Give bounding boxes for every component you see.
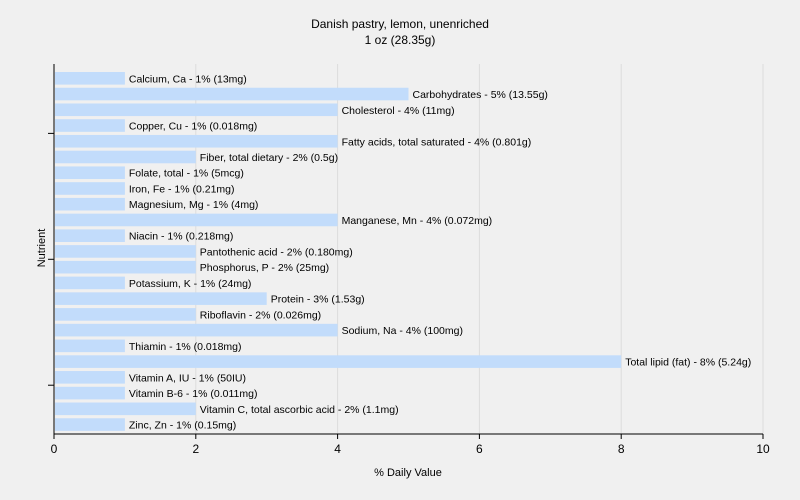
bar-label: Calcium, Ca - 1% (13mg) bbox=[129, 73, 247, 85]
x-tick-label: 6 bbox=[476, 442, 483, 456]
bar-label: Total lipid (fat) - 8% (5.24g) bbox=[625, 357, 751, 369]
bar bbox=[55, 103, 338, 117]
bar-label: Niacin - 1% (0.218mg) bbox=[129, 231, 233, 243]
bar-label: Pantothenic acid - 2% (0.180mg) bbox=[200, 246, 353, 258]
bar bbox=[55, 339, 125, 353]
bar bbox=[55, 371, 125, 384]
bars-group: Calcium, Ca - 1% (13mg) Carbohydrates - 5… bbox=[55, 72, 751, 432]
bar bbox=[55, 260, 196, 274]
x-tick-label: 0 bbox=[51, 442, 58, 456]
bar-label: Manganese, Mn - 4% (0.072mg) bbox=[342, 215, 493, 227]
bar-label: Vitamin C, total ascorbic acid - 2% (1.1… bbox=[200, 404, 399, 416]
bar-label: Iron, Fe - 1% (0.21mg) bbox=[129, 183, 235, 195]
bar bbox=[55, 355, 622, 368]
chart-title: Danish pastry, lemon, unenriched bbox=[311, 17, 489, 31]
bar-label: Cholesterol - 4% (11mg) bbox=[342, 105, 455, 117]
chart-subtitle: 1 oz (28.35g) bbox=[365, 33, 436, 47]
bar bbox=[55, 72, 125, 85]
bar-label: Copper, Cu - 1% (0.018mg) bbox=[129, 121, 257, 133]
bar-label: Vitamin B-6 - 1% (0.011mg) bbox=[129, 388, 258, 400]
bar bbox=[55, 292, 267, 305]
bar bbox=[55, 213, 338, 227]
bar-label: Sodium, Na - 4% (100mg) bbox=[342, 325, 463, 337]
bar bbox=[55, 229, 125, 242]
bar bbox=[55, 323, 338, 337]
bar bbox=[55, 418, 125, 431]
ticks-group: 0 2 4 6 8 10 bbox=[48, 132, 770, 456]
bar-label: Phosphorus, P - 2% (25mg) bbox=[200, 262, 329, 274]
x-axis-title: % Daily Value bbox=[374, 467, 442, 479]
bar bbox=[55, 150, 196, 164]
x-tick-label: 2 bbox=[192, 442, 199, 456]
bar bbox=[55, 182, 125, 195]
bar bbox=[55, 245, 196, 258]
bar-label: Fatty acids, total saturated - 4% (0.801… bbox=[342, 136, 532, 148]
bar-label: Carbohydrates - 5% (13.55g) bbox=[413, 89, 548, 101]
bar bbox=[55, 166, 125, 180]
bar bbox=[55, 276, 125, 290]
x-tick-label: 8 bbox=[618, 442, 625, 456]
bar-label: Zinc, Zn - 1% (0.15mg) bbox=[129, 420, 236, 432]
bar-label: Potassium, K - 1% (24mg) bbox=[129, 278, 252, 290]
bar bbox=[55, 197, 125, 211]
axes-group bbox=[53, 64, 763, 435]
bar-label: Fiber, total dietary - 2% (0.5g) bbox=[200, 152, 338, 164]
bar-label: Protein - 3% (1.53g) bbox=[271, 294, 365, 306]
bar bbox=[55, 386, 125, 400]
y-axis-title: Nutrient bbox=[36, 229, 48, 268]
bar-label: Vitamin A, IU - 1% (50IU) bbox=[129, 372, 246, 384]
bar bbox=[55, 119, 125, 132]
bar-label: Folate, total - 1% (5mcg) bbox=[129, 168, 244, 180]
bar bbox=[55, 134, 338, 148]
bar bbox=[55, 87, 409, 101]
bar-label: Thiamin - 1% (0.018mg) bbox=[129, 341, 242, 353]
bar bbox=[55, 402, 196, 416]
bar-label: Riboflavin - 2% (0.026mg) bbox=[200, 309, 321, 321]
x-tick-label: 10 bbox=[756, 442, 770, 456]
bar-label: Magnesium, Mg - 1% (4mg) bbox=[129, 199, 259, 211]
bar bbox=[55, 308, 196, 321]
x-tick-label: 4 bbox=[334, 442, 341, 456]
